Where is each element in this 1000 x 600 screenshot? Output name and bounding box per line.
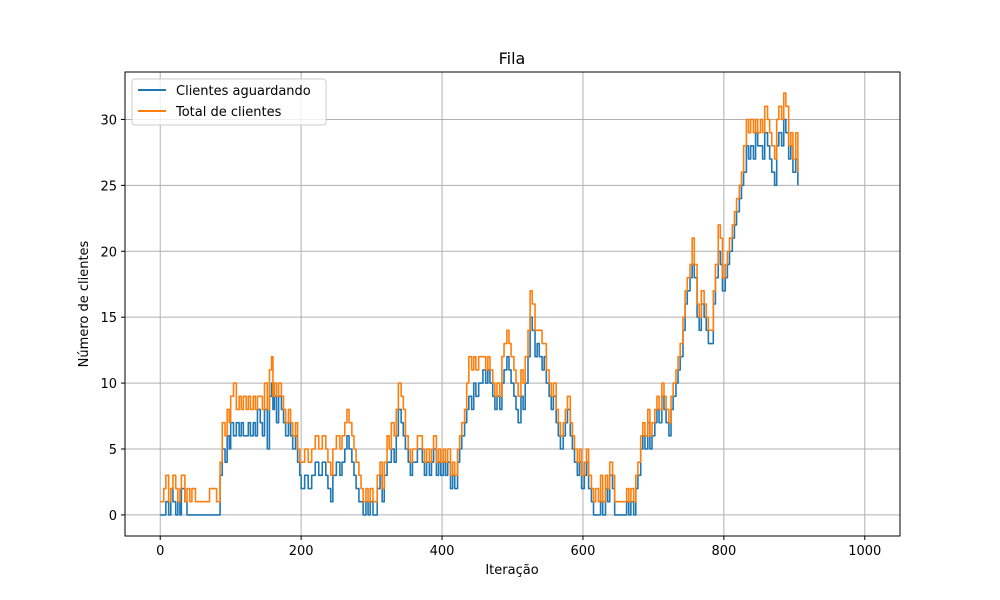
y-ticks: 0 5 10 15 20 25 30 [100,113,125,524]
legend-box [131,78,327,126]
x-tick-label: 200 [289,544,314,559]
x-tick-label: 400 [430,544,455,559]
y-tick-label: 10 [100,377,117,392]
plot-frame [124,71,901,537]
y-tick-label: 25 [100,179,117,194]
series-line-total-de-clientes [160,92,799,503]
x-tick-label: 0 [156,544,164,559]
legend-label-clientes-aguardando: Clientes aguardando [176,84,311,99]
x-tick-label: 600 [571,544,596,559]
y-axis-label: Número de clientes [77,240,92,367]
x-axis-label: Iteração [485,563,538,578]
x-ticks: 0 200 400 600 800 1000 [156,536,881,559]
legend-label-total-de-clientes: Total de clientes [175,105,282,120]
series-layer [160,92,799,516]
y-tick-label: 20 [100,245,117,260]
x-tick-label: 1000 [848,544,881,559]
y-tick-label: 0 [109,509,117,524]
chart-title: Fila [499,49,526,68]
y-tick-label: 30 [100,113,117,128]
y-tick-label: 15 [100,311,117,326]
grid [125,72,900,536]
legend: Clientes aguardando Total de clientes [131,78,327,126]
x-tick-label: 800 [711,544,736,559]
y-tick-label: 5 [109,443,117,458]
